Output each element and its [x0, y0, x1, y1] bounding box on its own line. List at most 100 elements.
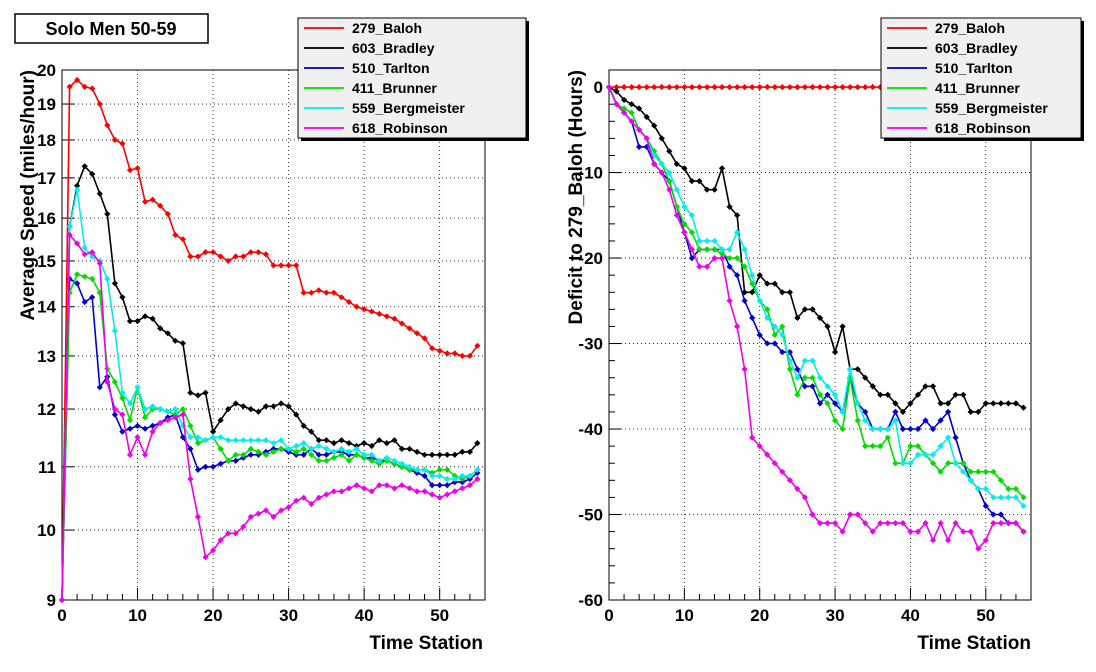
- data-point: [937, 400, 944, 407]
- data-point: [262, 451, 270, 458]
- data-point: [353, 451, 360, 458]
- data-point: [368, 488, 375, 495]
- data-point: [474, 475, 481, 483]
- data-point: [217, 434, 224, 441]
- data-point: [809, 306, 816, 313]
- legend-entry: 618_Robinson: [304, 120, 448, 136]
- data-point: [839, 408, 846, 416]
- series-line: [608, 86, 1025, 550]
- data-point: [801, 383, 809, 390]
- data-point: [383, 482, 390, 489]
- legend-label: 510_Tarlton: [352, 60, 430, 76]
- data-point: [89, 249, 96, 256]
- data-point: [270, 403, 277, 410]
- data-point: [360, 451, 368, 458]
- data-point: [1012, 519, 1020, 527]
- legend-box: [880, 17, 1082, 139]
- data-point: [809, 383, 816, 390]
- legend-entry: 510_Tarlton: [887, 60, 1013, 76]
- y-tick-label: 9: [47, 591, 56, 610]
- data-point: [990, 519, 997, 527]
- data-point: [899, 519, 907, 527]
- data-point: [975, 545, 982, 552]
- legend-label: 559_Bergmeister: [352, 100, 465, 116]
- data-point: [262, 251, 270, 258]
- data-point: [786, 289, 794, 296]
- data-point: [398, 445, 406, 453]
- x-tick-label: 0: [604, 606, 613, 625]
- data-point: [149, 428, 156, 435]
- data-point: [247, 249, 254, 256]
- x-tick-label: 10: [675, 606, 694, 625]
- data-point: [764, 306, 771, 313]
- data-point: [202, 249, 209, 256]
- legend-entry: 510_Tarlton: [304, 60, 430, 76]
- data-point: [330, 439, 338, 447]
- data-point: [428, 482, 436, 489]
- data-point: [459, 448, 466, 456]
- data-point: [96, 100, 103, 108]
- data-point: [413, 330, 421, 337]
- data-point: [406, 485, 413, 492]
- data-point: [444, 466, 451, 473]
- data-point: [474, 466, 481, 473]
- series-618-robinson: [58, 231, 481, 604]
- data-point: [620, 96, 628, 104]
- data-point: [398, 320, 406, 327]
- data-point: [315, 451, 322, 458]
- data-point: [391, 457, 398, 464]
- y-tick-label: 13: [37, 347, 56, 366]
- data-point: [884, 391, 891, 398]
- data-point: [428, 472, 436, 480]
- data-point: [451, 488, 458, 495]
- chart-title: Solo Men 50-59: [45, 19, 176, 39]
- legend-entry: 411_Brunner: [887, 80, 1020, 96]
- data-point: [172, 231, 179, 239]
- data-point: [179, 236, 187, 243]
- data-point: [428, 491, 436, 498]
- data-point: [338, 437, 345, 444]
- data-point: [862, 519, 869, 527]
- series-line: [608, 86, 1025, 507]
- data-point: [104, 122, 111, 129]
- legend-label: 603_Bradley: [935, 40, 1018, 56]
- data-point: [383, 439, 390, 447]
- data-point: [1005, 494, 1012, 501]
- data-point: [733, 83, 741, 91]
- data-point: [308, 451, 315, 458]
- data-point: [217, 536, 224, 544]
- data-point: [149, 403, 156, 410]
- data-point: [209, 463, 217, 470]
- data-point: [1005, 485, 1012, 493]
- data-point: [300, 289, 307, 296]
- data-point: [428, 345, 436, 352]
- data-point: [406, 325, 413, 332]
- data-point: [982, 400, 989, 407]
- data-point: [164, 210, 171, 218]
- chart-title-box: Solo Men 50-59: [14, 13, 209, 44]
- y-tick-label: -20: [578, 249, 603, 268]
- data-point: [141, 425, 149, 432]
- data-point: [66, 83, 73, 90]
- data-point: [270, 513, 277, 521]
- y-tick-label: -60: [578, 591, 603, 610]
- data-point: [338, 294, 345, 301]
- x-tick-label: 30: [279, 606, 298, 625]
- data-point: [240, 253, 247, 260]
- data-point: [157, 202, 164, 209]
- data-point: [967, 468, 974, 475]
- data-point: [444, 491, 451, 498]
- data-point: [892, 519, 899, 527]
- legend-label: 411_Brunner: [935, 80, 1020, 96]
- data-point: [944, 400, 952, 407]
- data-point: [831, 83, 839, 91]
- data-point: [217, 417, 224, 424]
- data-point: [726, 83, 733, 91]
- data-point: [421, 466, 428, 473]
- data-point: [816, 314, 824, 322]
- y-tick-label: -30: [578, 335, 603, 354]
- legend: 279_Baloh 603_Bradley 510_Tarlton 411_Brunn…: [880, 17, 1084, 141]
- data-point: [635, 126, 643, 133]
- data-point: [73, 240, 81, 247]
- data-point: [187, 253, 194, 260]
